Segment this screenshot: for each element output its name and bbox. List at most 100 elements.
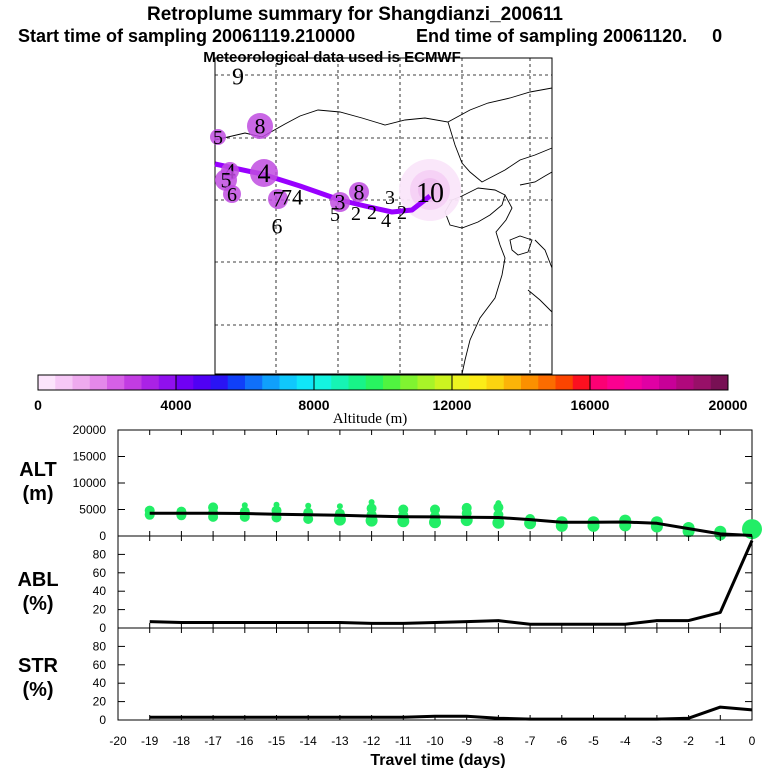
map-day-label: 5 [330,204,340,226]
map-frame [214,57,553,375]
x-tick-label: -19 [141,734,159,748]
colorbar-swatch [538,375,556,390]
map-day-label: 5 [213,127,223,149]
map-origin-source [399,159,461,221]
colorbar-swatch [452,375,470,390]
sampling-end-text: End time of sampling 20061120. 0 [416,26,722,46]
map-day-circle [330,192,350,212]
timeseries-panels: 05000100001500020000ALT(m)020406080ABL(%… [17,423,762,748]
map-day-circle [268,189,288,209]
map-day-label: 4 [258,159,271,188]
y-tick-label: 10000 [73,476,107,490]
map-day-label: 3 [335,190,346,215]
x-tick-label: -9 [461,734,472,748]
map-day-label: 6 [227,184,237,206]
sampling-start-text: Start time of sampling 20061119.210000 [18,26,355,46]
panel-abl: 0 20 40 60 80 ABL(%) [17,535,754,635]
y-tick-label: 20 [93,603,107,617]
map-day-label: 10 [416,178,444,209]
colorbar-swatch [624,375,643,390]
colorbar-tick-label: 4000 [160,397,191,413]
x-tick-label: -1 [715,734,726,748]
met-data-text: Meteorological data used is ECMWF [203,49,461,66]
altitude-colorbar: 0 4000 8000 12000 16000 20000 [34,374,748,413]
alt-point [305,502,312,509]
map-day-label: 8 [255,114,266,139]
colorbar-swatch [521,375,539,390]
colorbar-swatch [279,375,298,390]
str-series-line [149,705,753,721]
colorbar-swatch [296,375,315,390]
colorbar-tick-label: 8000 [298,397,329,413]
x-tick-label: -16 [236,734,254,748]
map-day-label: 2 [351,203,361,225]
colorbar-swatch [503,375,522,390]
map-day-label: 5 [221,168,232,193]
x-tick-label: -7 [525,734,536,748]
colorbar-swatch [245,375,263,390]
colorbar-swatch [383,375,401,390]
colorbar-swatch [365,375,384,390]
y-tick-label: 0 [99,529,106,543]
map-day-label: 7 [273,187,284,212]
colorbar-swatch [72,375,91,390]
x-tick-label: -5 [588,734,599,748]
map-day-labels: 985456477468352324210 [210,64,444,239]
x-tick-label: -15 [268,734,286,748]
colorbar-swatch [555,375,574,390]
colorbar-tick-label: 0 [34,397,42,413]
y-tick-label: 20000 [73,423,107,437]
y-tick-label: 0 [99,713,106,727]
x-tick-label: -20 [109,734,127,748]
colorbar-swatch [227,375,246,390]
x-tick-label: -10 [426,734,444,748]
x-axis-label: Travel time (days) [370,752,505,768]
map-panel: 985456477468352324210 [210,57,553,375]
panel-ylabel-unit: (%) [22,679,53,701]
colorbar-swatch [210,375,229,390]
colorbar-swatch [158,375,177,390]
colorbar-swatch [469,375,487,390]
colorbar-swatch [176,375,194,390]
colorbar-tick-label: 12000 [433,397,472,413]
x-tick-label: -17 [204,734,222,748]
x-tick-label: -14 [300,734,318,748]
colorbar-swatch [262,375,280,390]
chart-title: Retroplume summary for Shangdianzi_20061… [147,4,563,25]
panel-str: 0 20 40 60 80 STR(%) [18,627,753,727]
y-tick-label: 80 [93,639,107,653]
colorbar-swatch [641,375,660,390]
map-day-label: 9 [232,64,244,90]
y-tick-label: 40 [93,584,107,598]
alt-point [429,516,441,529]
colorbar-swatch [107,375,125,390]
x-tick-label: -2 [683,734,694,748]
map-day-circle [210,129,226,145]
x-tick-label: -8 [493,734,504,748]
colorbar-swatch [676,375,694,390]
y-tick-label: 60 [93,658,107,672]
colorbar-swatch [607,375,625,390]
x-tick-label: 0 [749,734,756,748]
alt-point [492,516,505,529]
colorbar-swatch [659,375,677,390]
colorbar-swatch [693,375,712,390]
map-day-label: 8 [354,180,365,205]
alt-point [430,504,440,515]
x-tick-label: -12 [363,734,381,748]
y-tick-label: 5000 [79,503,106,517]
colorbar-label: Altitude (m) [333,411,408,427]
x-tick-label: -18 [173,734,191,748]
colorbar-swatch [331,375,349,390]
alt-point [144,509,155,520]
colorbar-tick-label: 20000 [709,397,748,413]
map-coastlines [214,87,553,375]
colorbar-swatch [55,375,73,390]
colorbar-swatch [89,375,108,390]
y-tick-label: 60 [93,566,107,580]
panel-ylabel: ABL [17,569,58,591]
map-day-label: 3 [385,187,395,209]
y-tick-label: 40 [93,676,107,690]
map-day-circle [223,185,241,203]
